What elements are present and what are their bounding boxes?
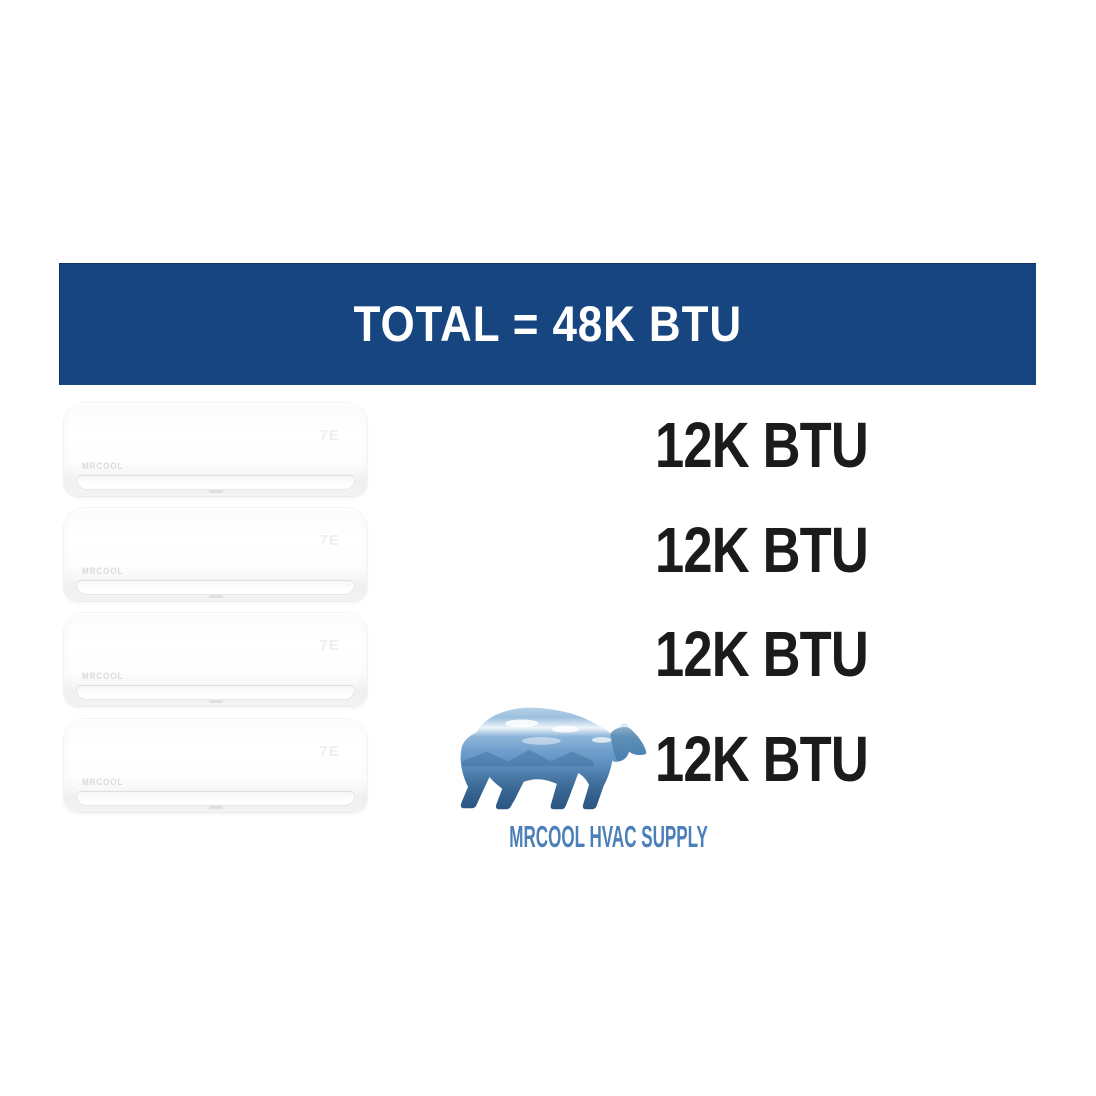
btu-label-1: 12K BTU: [655, 409, 869, 481]
unit-brand-label: MRCOOL: [82, 776, 124, 787]
unit-vent-flap: [76, 579, 355, 596]
mini-split-unit-4: MRCOOL 7E: [64, 719, 367, 812]
unit-notch: [208, 490, 223, 494]
unit-brand-label: MRCOOL: [82, 670, 124, 681]
unit-notch: [208, 806, 223, 810]
btu-label-4: 12K BTU: [655, 723, 869, 795]
mrcool-logo: [447, 697, 653, 819]
bear-icon: [460, 707, 647, 810]
unit-notch: [208, 700, 223, 704]
unit-display: 7E: [319, 637, 340, 655]
btu-label-3: 12K BTU: [655, 618, 869, 690]
mini-split-unit-1: MRCOOL 7E: [64, 403, 367, 496]
unit-brand-label: MRCOOL: [82, 565, 124, 576]
logo-caption: MRCOOL HVAC SUPPLY: [509, 819, 708, 854]
unit-vent-flap: [76, 790, 355, 807]
unit-notch: [208, 595, 223, 599]
mini-split-unit-3: MRCOOL 7E: [64, 613, 367, 706]
unit-vent-flap: [76, 684, 355, 701]
btu-label-2: 12K BTU: [655, 514, 869, 586]
unit-brand-label: MRCOOL: [82, 460, 124, 471]
mini-split-unit-2: MRCOOL 7E: [64, 508, 367, 601]
total-banner-text: TOTAL = 48K BTU: [353, 296, 742, 352]
unit-display: 7E: [319, 427, 340, 445]
unit-display: 7E: [319, 743, 340, 761]
unit-display: 7E: [319, 532, 340, 550]
unit-vent-flap: [76, 474, 355, 491]
total-banner: TOTAL = 48K BTU: [59, 263, 1036, 385]
